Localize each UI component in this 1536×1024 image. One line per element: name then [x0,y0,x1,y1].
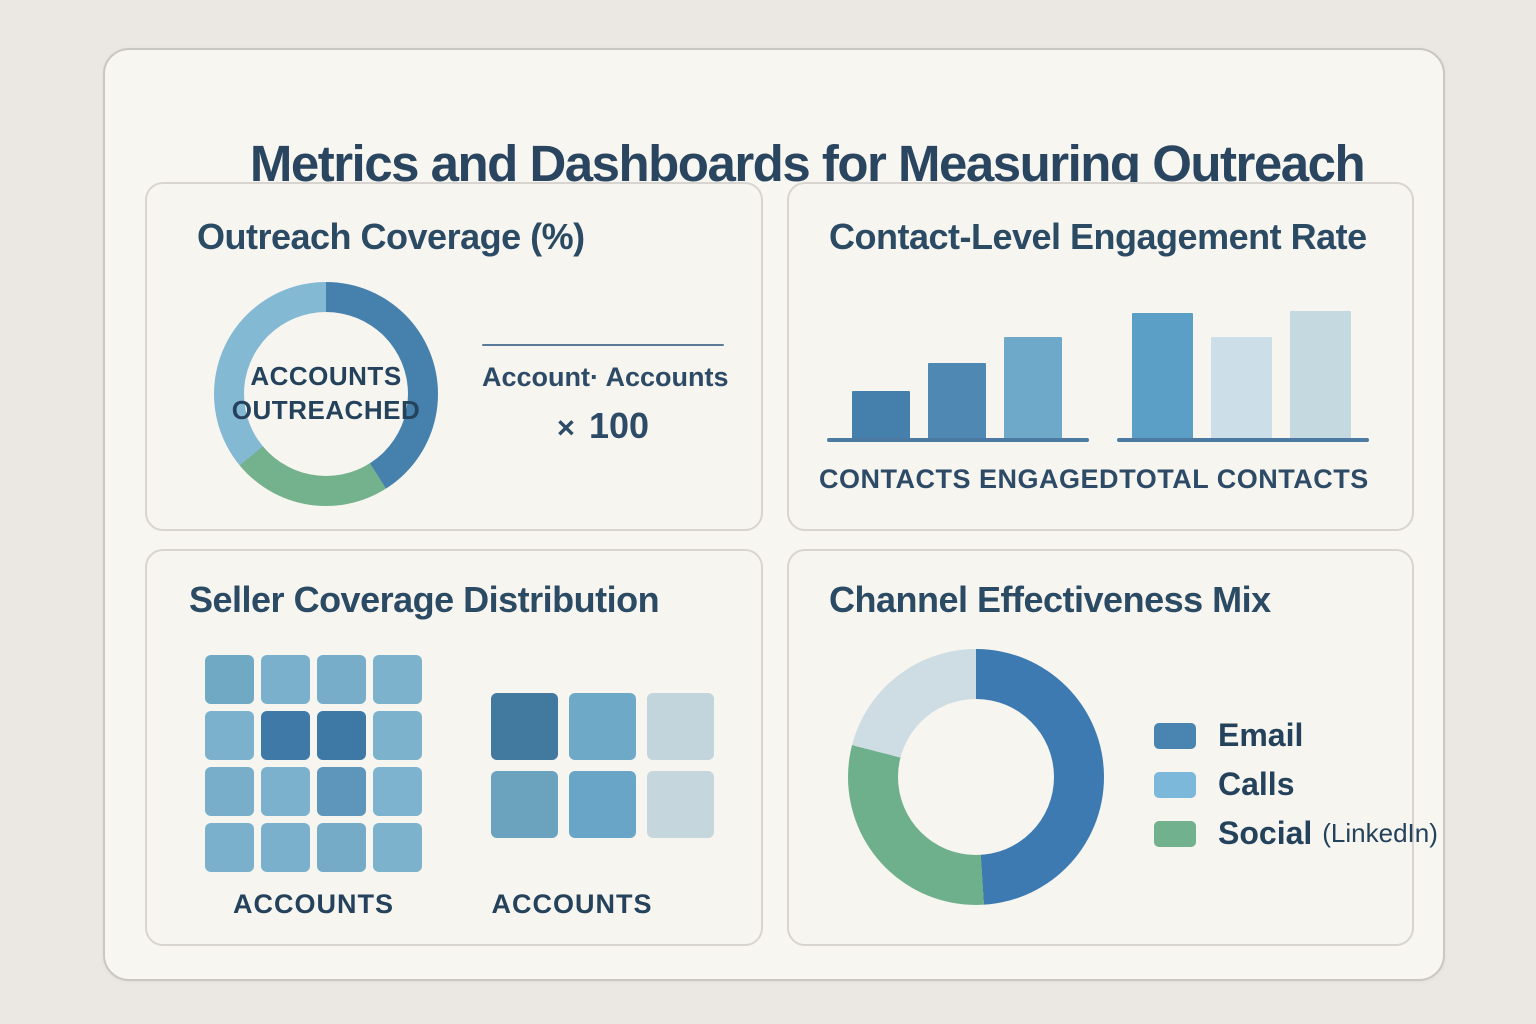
social-swatch [1154,820,1196,847]
grid-cell [373,823,422,872]
grid-cell [647,693,714,760]
grid-cell [373,711,422,760]
legend-item-calls: Calls [1154,760,1438,809]
grid-cell [317,823,366,872]
grid-cell [491,693,558,760]
coverage-formula: Account· Accounts × 100 [482,344,729,447]
legend-item-email: Email [1154,711,1438,760]
calls-swatch [1154,771,1196,798]
grid-cell [491,771,558,838]
channel-mix-donut-chart [848,649,1104,905]
bar [1290,311,1351,440]
donut-hole [898,699,1054,855]
grid-cell [317,767,366,816]
dashboard-card: Metrics and Dashboards for Measuring Out… [103,48,1445,981]
donut-hole: ACCOUNTS OUTREACHED [232,312,420,476]
bar [1211,337,1272,440]
grid-cell [261,767,310,816]
panel-engagement-rate: Contact-Level Engagement Rate CONTACTS E… [787,182,1414,531]
grid-cell [261,655,310,704]
axis-baseline [1117,438,1369,442]
bar [852,391,910,440]
channel-mix-title: Channel Effectiveness Mix [829,579,1271,620]
grid-cell [205,711,254,760]
grid-cell [261,823,310,872]
total-contacts-label: TOTAL CONTACTS [1119,464,1369,494]
outreach-coverage-title: Outreach Coverage (%) [197,216,585,257]
email-swatch [1154,722,1196,749]
legend-item-social: Social (LinkedIn) [1154,809,1438,858]
bar [1004,337,1062,440]
contacts-engaged-bars [852,300,1062,440]
grid-cell [569,693,636,760]
grid-cell [205,767,254,816]
accounts-label-left: ACCOUNTS [233,889,394,919]
total-contacts-bars [1132,300,1351,440]
formula-numerator: Account· Accounts [482,362,729,392]
bar [1132,313,1193,440]
outreach-coverage-donut-chart: ACCOUNTS OUTREACHED [214,282,438,506]
grid-cell [373,655,422,704]
fraction-bar [482,344,724,346]
grid-cell [373,767,422,816]
panel-channel-mix: Channel Effectiveness Mix Email Calls So… [787,549,1438,946]
grid-cell [647,771,714,838]
multiply-icon: × [556,410,576,445]
axis-baseline [827,438,1089,442]
contacts-engaged-label: CONTACTS ENGAGED [819,464,1120,494]
grid-cell [261,711,310,760]
accounts-grid-4x4 [205,655,422,872]
seller-coverage-title: Seller Coverage Distribution [189,579,660,620]
grid-cell [317,655,366,704]
grid-cell [205,655,254,704]
panel-seller-coverage: Seller Coverage Distribution ACCOUNTS AC… [145,549,763,946]
channel-legend: Email Calls Social (LinkedIn) [1154,711,1438,858]
engagement-rate-title: Contact-Level Engagement Rate [829,216,1367,257]
accounts-grid-3x2 [491,693,714,838]
formula-multiplier: × 100 [556,405,650,446]
bar [928,363,986,440]
accounts-label-right: ACCOUNTS [491,889,653,919]
grid-cell [205,823,254,872]
panel-outreach-coverage: Outreach Coverage (%) ACCOUNTS OUTREACHE… [145,182,763,531]
grid-cell [569,771,636,838]
donut-center-label: ACCOUNTS OUTREACHED [231,361,421,425]
grid-cell [317,711,366,760]
